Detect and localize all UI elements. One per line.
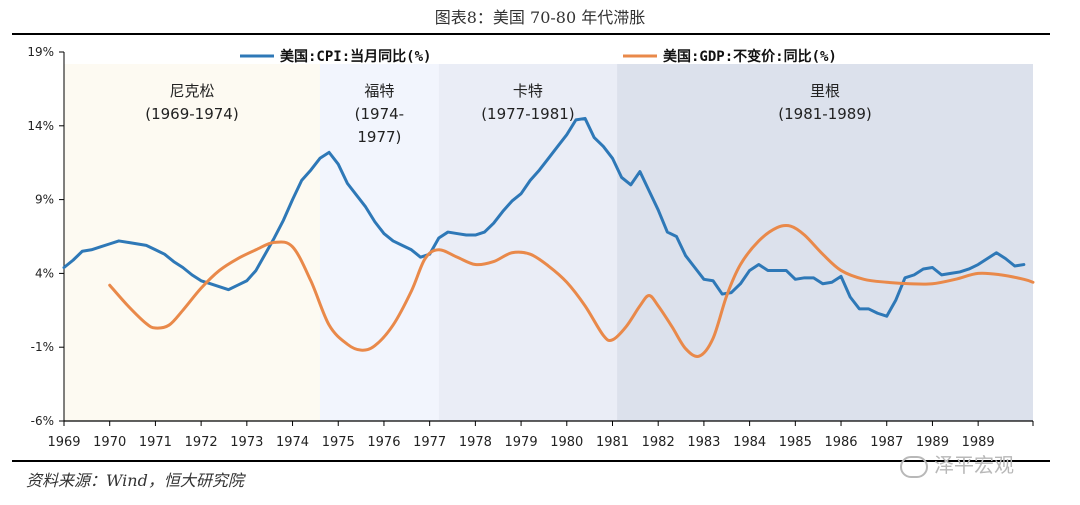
legend: 美国:CPI:当月同比(%) 美国:GDP:不变价:同比(%) [240, 48, 837, 65]
y-tick-label-4: -1% [31, 340, 54, 354]
y-axis: 19% 14% 9% 4% -1% -6% [27, 45, 65, 428]
series-lines [62, 116, 1035, 358]
watermark-text: 泽平宏观 [934, 453, 1014, 477]
x-tick-label-17: 1986 [824, 435, 857, 450]
x-tick-label-12: 1981 [596, 435, 629, 450]
watermark: 泽平宏观 [900, 449, 1014, 478]
y-tick-label-5: -6% [31, 414, 54, 428]
period-name-0: 尼克松 [169, 82, 214, 100]
period-name-3: 里根 [810, 82, 840, 100]
x-tick-label-13: 1982 [642, 435, 675, 450]
chart-title: 图表8：美国 70-80 年代滞胀 [434, 8, 646, 27]
x-tick-label-16: 1985 [779, 435, 812, 450]
legend-gdp-label: 美国:GDP:不变价:同比(%) [663, 48, 837, 65]
x-tick-label-15: 1984 [733, 435, 766, 450]
x-axis: 1969 1970 1971 1972 1973 1974 1975 1976 1977 1978… [47, 420, 1034, 450]
y-tick-label-1: 14% [27, 119, 54, 133]
x-tick-label-11: 1980 [550, 435, 583, 450]
x-tick-label-5: 1974 [276, 435, 309, 450]
x-tick-label-8: 1977 [413, 435, 446, 450]
y-tick-label-3: 4% [35, 266, 54, 280]
period-name-2: 卡特 [513, 82, 543, 100]
x-tick-label-2: 1971 [139, 435, 172, 450]
period-years-1-a: (1974- [355, 105, 404, 123]
wechat-icon [900, 455, 928, 478]
period-years-3: (1981-1989) [778, 105, 871, 123]
period-bands: 尼克松 (1969-1974) 福特 (1974- 1977) 卡特 (1977-1981)… [64, 64, 1033, 421]
x-tick-label-3: 1972 [185, 435, 218, 450]
x-tick-label-19: 1989 [916, 435, 949, 450]
period-band-1 [319, 64, 439, 421]
gdp-line [108, 223, 1035, 358]
cpi-line [62, 116, 1026, 318]
source-note: 资料来源：Wind，恒大研究院 [26, 471, 244, 490]
x-tick-label-14: 1983 [687, 435, 720, 450]
x-tick-label-9: 1978 [459, 435, 492, 450]
x-tick-label-0: 1969 [47, 435, 80, 450]
legend-cpi-label: 美国:CPI:当月同比(%) [280, 48, 431, 65]
x-tick-label-7: 1976 [367, 435, 400, 450]
x-tick-label-18: 1987 [870, 435, 903, 450]
x-tick-label-4: 1973 [230, 435, 263, 450]
x-tick-label-20: 1989 [962, 435, 995, 450]
period-years-2: (1977-1981) [481, 105, 574, 123]
period-name-1: 福特 [364, 82, 394, 100]
period-years-0: (1969-1974) [145, 105, 238, 123]
period-years-1-b: 1977) [357, 128, 401, 146]
x-tick-label-1: 1970 [93, 435, 126, 450]
period-band-3 [617, 64, 1033, 421]
x-tick-label-10: 1979 [505, 435, 538, 450]
y-tick-label-2: 9% [35, 193, 54, 207]
y-tick-label-0: 19% [27, 45, 54, 59]
x-tick-label-6: 1975 [322, 435, 355, 450]
